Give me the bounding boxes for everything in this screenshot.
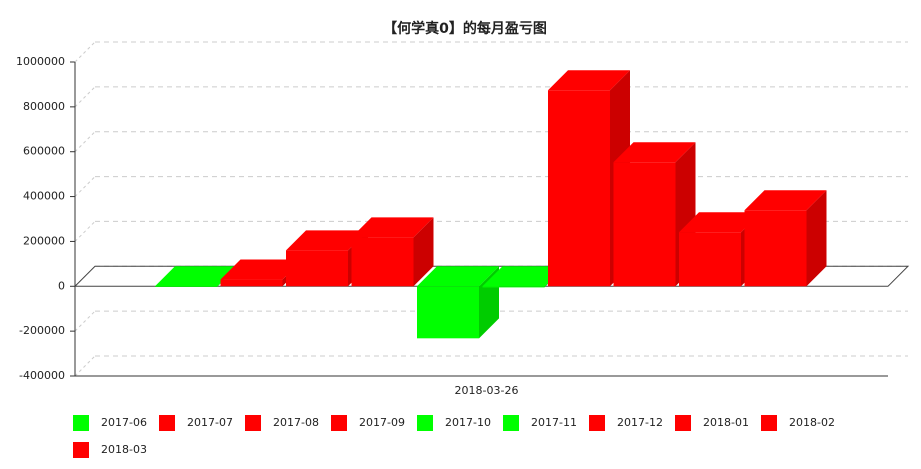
grid-line <box>74 131 96 153</box>
legend-swatch <box>589 415 605 431</box>
y-tick-label: 0 <box>58 279 65 292</box>
y-tick-label: -200000 <box>19 324 65 337</box>
bar-side <box>413 217 434 287</box>
bar <box>548 90 610 287</box>
legend-label: 2017-10 <box>445 416 491 429</box>
grid-line <box>74 41 96 63</box>
y-tick-label: 400000 <box>23 190 65 203</box>
bar <box>417 286 479 339</box>
bar-top <box>482 266 565 287</box>
bar <box>286 250 348 287</box>
bar-top <box>548 70 630 91</box>
bar <box>482 286 545 288</box>
legend-label: 2018-02 <box>789 416 835 429</box>
bar-top <box>351 217 434 238</box>
legend-label: 2017-06 <box>101 416 147 429</box>
bar <box>351 237 414 287</box>
legend-swatch <box>245 415 261 431</box>
legend-label: 2017-07 <box>187 416 233 429</box>
grid-line <box>74 355 96 377</box>
grid-line <box>74 310 96 332</box>
bar-top <box>220 259 303 280</box>
bar-top <box>286 230 368 251</box>
legend-label: 2017-11 <box>531 416 577 429</box>
grid-line <box>74 221 96 242</box>
bar <box>220 279 283 287</box>
bar <box>155 286 217 287</box>
legend-swatch <box>675 415 691 431</box>
bar-top <box>744 190 827 211</box>
bar-top <box>417 266 499 287</box>
legend-swatch <box>159 415 175 431</box>
y-tick-label: 600000 <box>23 145 65 158</box>
legend-swatch <box>331 415 347 431</box>
legend-label: 2018-03 <box>101 443 147 456</box>
bar <box>679 232 741 287</box>
y-tick-label: 1000000 <box>16 55 65 68</box>
grid-line <box>74 176 96 197</box>
legend-label: 2017-09 <box>359 416 405 429</box>
bar-side <box>806 190 827 287</box>
legend-swatch <box>73 415 89 431</box>
bar <box>744 210 807 287</box>
legend-label: 2018-01 <box>703 416 749 429</box>
legend-label: 2017-12 <box>617 416 663 429</box>
bar <box>613 162 676 287</box>
y-tick-label: -400000 <box>19 369 65 382</box>
legend-swatch <box>503 415 519 431</box>
legend-swatch <box>761 415 777 431</box>
bar-top <box>613 142 696 163</box>
x-tick-label: 2018-03-26 <box>455 384 519 397</box>
chart-title: 【何学真0】的每月盈亏图 <box>383 20 547 37</box>
y-tick-label: 800000 <box>23 100 65 113</box>
bar-top <box>155 266 237 287</box>
legend-swatch <box>417 415 433 431</box>
grid-line <box>74 86 96 108</box>
bar-top <box>679 212 761 233</box>
legend-label: 2017-08 <box>273 416 319 429</box>
y-tick-label: 200000 <box>23 234 65 247</box>
legend-swatch <box>73 442 89 458</box>
